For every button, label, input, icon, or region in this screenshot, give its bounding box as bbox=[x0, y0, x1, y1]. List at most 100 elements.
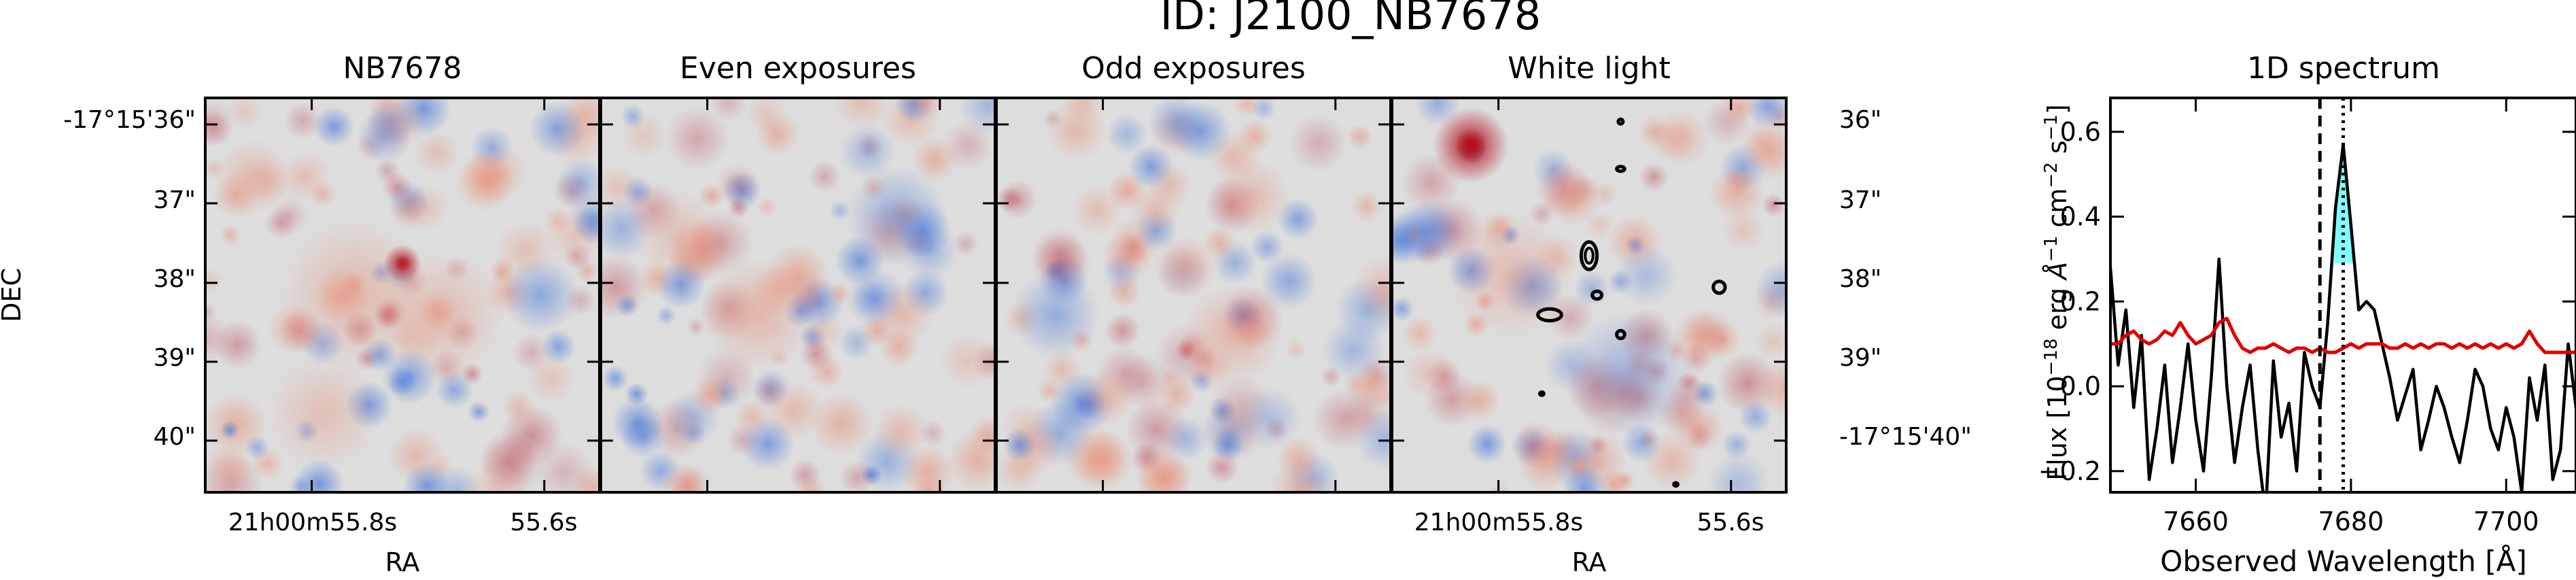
ytick-label: 38" bbox=[1839, 265, 1881, 293]
noise-blob bbox=[725, 423, 759, 457]
noise-blob bbox=[1285, 339, 1306, 360]
noise-blob bbox=[1737, 118, 1786, 170]
noise-blob bbox=[799, 337, 833, 371]
noise-blob bbox=[1353, 254, 1391, 318]
noise-blob bbox=[279, 151, 330, 203]
noise-blob bbox=[501, 390, 536, 424]
noise-blob bbox=[615, 293, 639, 318]
contour-inner bbox=[1584, 246, 1595, 265]
contour bbox=[1672, 481, 1680, 488]
noise-blob bbox=[387, 367, 417, 398]
noise-blob bbox=[1170, 101, 1232, 162]
noise-blob bbox=[415, 131, 459, 175]
panel-title: NB7678 bbox=[343, 51, 462, 86]
noise-blob bbox=[904, 98, 945, 120]
spectrum-panel: 1D spectrum 7660 7680 7700 −0.2 0.0 0.2 0.4 0.6… bbox=[2038, 51, 2576, 578]
noise-blob bbox=[1766, 103, 1786, 131]
noise-blob bbox=[602, 364, 629, 392]
panel-narrowband: NB7678 -17°15'36" 37" 38" 39" 40" 21h00m… bbox=[0, 51, 601, 577]
noise-blob bbox=[435, 371, 474, 409]
noise-blob bbox=[313, 106, 355, 147]
noise-blob bbox=[1459, 379, 1501, 422]
source-blob bbox=[1215, 158, 1291, 235]
noise-blob bbox=[1754, 322, 1786, 361]
noise-blob bbox=[1615, 244, 1678, 307]
ytick-label: 0.2 bbox=[2060, 286, 2101, 316]
noise-blob bbox=[289, 475, 313, 492]
noise-blob bbox=[1607, 269, 1633, 294]
noise-blob bbox=[1104, 312, 1141, 349]
noise-blob bbox=[661, 462, 712, 492]
contour bbox=[1616, 117, 1625, 126]
noise-blob bbox=[387, 427, 445, 485]
noise-blob bbox=[1723, 98, 1757, 124]
noise-blob bbox=[1250, 230, 1284, 264]
noise-blob bbox=[808, 160, 841, 193]
noise-blob bbox=[1101, 252, 1141, 292]
xtick-label: 21h00m55.8s bbox=[1414, 509, 1583, 536]
ytick-label: 40" bbox=[154, 423, 196, 451]
noise-blob bbox=[1211, 429, 1244, 461]
noise-blob bbox=[205, 98, 234, 148]
noise-blob bbox=[829, 200, 851, 222]
ytick-label: 38" bbox=[154, 265, 196, 293]
noise-blob bbox=[1251, 98, 1276, 121]
noise-blob bbox=[1723, 166, 1754, 197]
noise-blob bbox=[454, 150, 516, 213]
noise-blob bbox=[846, 268, 905, 328]
noise-blob bbox=[1653, 109, 1711, 167]
noise-blob bbox=[1467, 424, 1508, 464]
source-blob bbox=[379, 252, 505, 378]
noise-blob bbox=[205, 267, 224, 294]
noise-blob bbox=[1130, 184, 1181, 236]
noise-blob bbox=[250, 447, 284, 481]
noise-blob bbox=[1312, 388, 1375, 451]
source-blob bbox=[214, 139, 291, 215]
noise-blob bbox=[1276, 437, 1322, 482]
contour bbox=[1536, 307, 1563, 323]
ytick-label: 39" bbox=[1839, 344, 1881, 372]
noise-blob bbox=[1562, 466, 1607, 492]
xtick-label: 21h00m55.8s bbox=[228, 509, 397, 536]
noise-blob bbox=[1762, 193, 1786, 217]
noise-blob bbox=[1639, 162, 1669, 192]
ytick-label: 0.0 bbox=[2060, 371, 2101, 401]
ytick-label: −0.2 bbox=[2038, 456, 2101, 486]
source-blob bbox=[502, 257, 578, 333]
panel-title: White light bbox=[1508, 51, 1670, 86]
source-blob bbox=[1011, 271, 1100, 359]
noise-blob bbox=[1042, 349, 1082, 390]
xtick-label: 7660 bbox=[2163, 507, 2229, 536]
figure-title: ID: J2100_NB7678 bbox=[1160, 0, 1541, 39]
panel-title: Odd exposures bbox=[1081, 51, 1306, 86]
noise-blob bbox=[716, 163, 759, 206]
noise-blob bbox=[873, 404, 928, 460]
noise-blob bbox=[220, 420, 239, 440]
noise-blob bbox=[365, 98, 425, 153]
source-blob bbox=[636, 192, 724, 280]
noise-blob bbox=[1351, 190, 1382, 222]
noise-blob bbox=[1392, 296, 1414, 322]
panel-white-light: White light 36" 37" 38" 39" -17°15'40" 2… bbox=[1391, 51, 1972, 577]
xtick-label: 7680 bbox=[2318, 507, 2384, 536]
source-blob bbox=[1447, 212, 1573, 339]
ytick-label: 0.4 bbox=[2060, 202, 2101, 232]
noise-blob bbox=[756, 197, 778, 218]
noise-blob bbox=[1236, 118, 1272, 154]
contour bbox=[1590, 289, 1604, 301]
noise-blob bbox=[1346, 124, 1373, 150]
ytick-label: -17°15'40" bbox=[1839, 423, 1972, 451]
noise-blob bbox=[839, 460, 875, 492]
noise-blob bbox=[543, 207, 571, 235]
panel-title: 1D spectrum bbox=[2247, 51, 2440, 86]
noise-blob bbox=[1490, 481, 1510, 492]
noise-blob bbox=[1402, 315, 1438, 352]
source-blob bbox=[846, 165, 947, 267]
noise-blob bbox=[283, 101, 322, 140]
noise-blob bbox=[1584, 210, 1615, 240]
noise-blob bbox=[1046, 101, 1107, 161]
noise-blob bbox=[665, 106, 730, 171]
contour bbox=[1538, 390, 1546, 397]
source-blob bbox=[1182, 284, 1284, 386]
